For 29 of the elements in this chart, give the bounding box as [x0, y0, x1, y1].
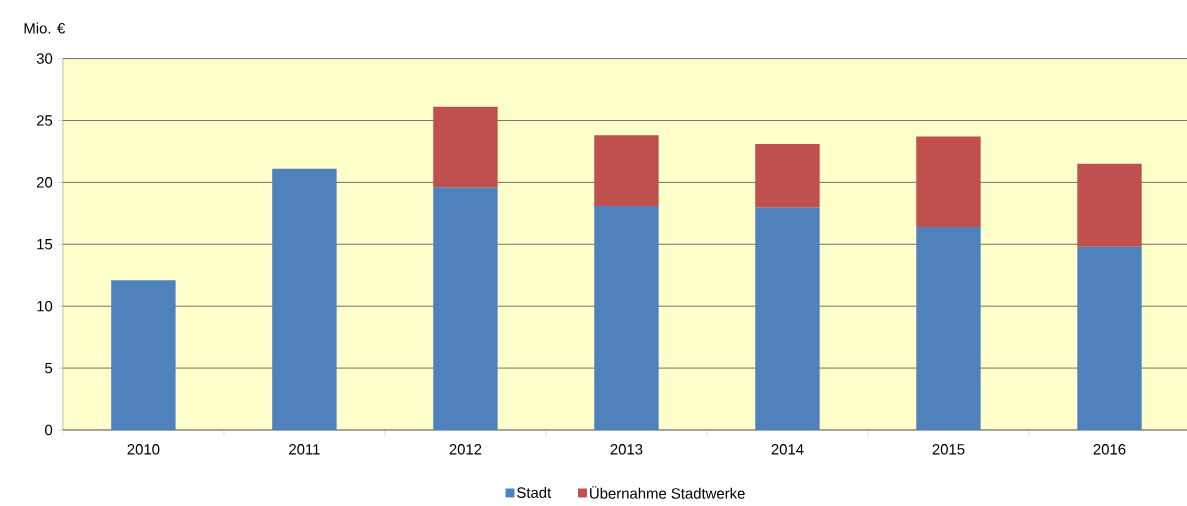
bar: [916, 226, 981, 430]
y-tick-label: 0: [45, 424, 53, 436]
bar: [916, 136, 981, 227]
x-tick-label: 2010: [127, 443, 160, 455]
bar: [433, 187, 498, 430]
bar: [755, 143, 820, 207]
bar: [272, 168, 337, 430]
y-tick-label: 10: [37, 300, 53, 312]
bar: [594, 135, 659, 206]
y-tick-label: 5: [45, 362, 53, 374]
x-tick-label: 2011: [289, 443, 320, 455]
bar: [1077, 163, 1142, 247]
legend-label: Stadt: [517, 486, 552, 498]
x-tick-label: 2015: [932, 443, 965, 455]
y-axis-title: Mio. €: [24, 22, 66, 34]
y-tick-label: 20: [36, 176, 53, 188]
y-tick-label: 25: [36, 114, 53, 126]
bar: [1077, 246, 1142, 430]
x-tick-label: 2016: [1093, 443, 1126, 455]
y-tick-label: 30: [36, 53, 53, 64]
legend-label: Übernahme Stadtwerke: [590, 485, 745, 499]
y-tick-label: 15: [37, 238, 53, 250]
bar: [433, 106, 498, 188]
x-tick-label: 2014: [771, 443, 804, 455]
bar: [594, 205, 659, 430]
bar: [755, 206, 820, 430]
x-tick-label: 2013: [610, 443, 643, 455]
x-tick-label: 2012: [449, 443, 482, 455]
bar: [111, 279, 176, 430]
